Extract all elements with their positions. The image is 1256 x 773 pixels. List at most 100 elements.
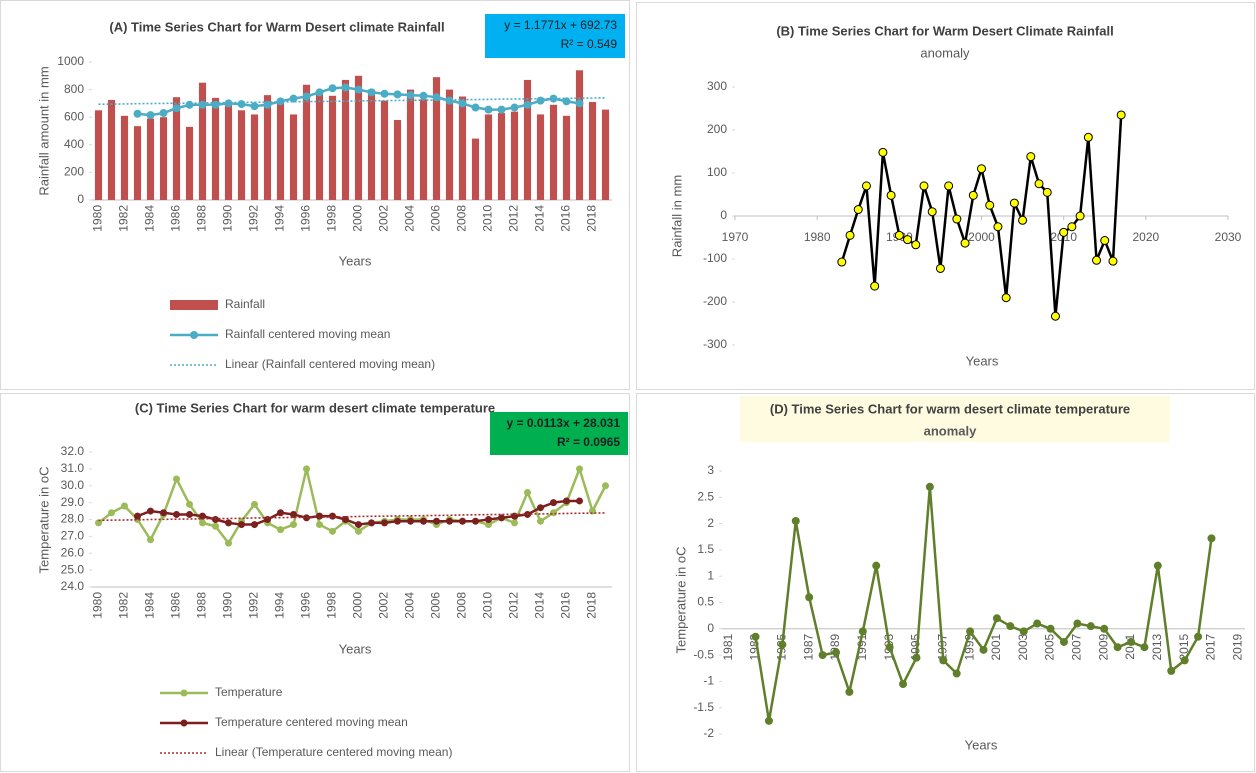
bar: [133, 126, 142, 200]
marker: [1100, 236, 1110, 246]
marker: [134, 512, 141, 520]
marker: [911, 240, 921, 250]
marker: [878, 147, 888, 157]
equation-text: y = 1.1771x + 692.73: [504, 18, 617, 32]
marker: [903, 235, 913, 245]
marker: [277, 526, 284, 534]
marker: [919, 181, 929, 191]
y-tick-label: -0.5: [693, 647, 714, 661]
legend-marker: [180, 689, 188, 697]
panel: [636, 2, 1255, 390]
marker: [966, 627, 975, 636]
chart-subtitle: anomaly: [924, 423, 978, 438]
marker: [872, 561, 881, 570]
y-tick-label: 2.5: [697, 489, 714, 503]
marker: [925, 482, 934, 491]
marker: [147, 507, 154, 515]
bar: [276, 103, 285, 200]
marker: [445, 96, 454, 105]
marker: [791, 516, 800, 525]
y-tick-label: 27.0: [61, 529, 85, 543]
legend-marker: [190, 331, 198, 339]
x-tick-label: 2006: [429, 205, 443, 232]
trend-line: [98, 512, 606, 522]
marker: [264, 516, 271, 523]
marker: [899, 680, 908, 689]
x-tick-label: 1996: [299, 592, 313, 619]
marker: [329, 527, 336, 535]
x-tick-label: 2017: [1204, 633, 1218, 660]
bar: [328, 95, 337, 200]
marker: [1127, 637, 1136, 646]
legend-marker: [180, 719, 188, 727]
equation-box: [490, 412, 628, 455]
marker: [289, 94, 298, 103]
marker: [212, 522, 219, 530]
x-tick-label: 1982: [117, 592, 131, 619]
y-tick-label: 1000: [57, 54, 84, 68]
marker: [1046, 624, 1055, 633]
x-tick-label: 1982: [117, 205, 131, 232]
bar: [471, 138, 480, 200]
marker: [329, 512, 336, 520]
marker: [1050, 311, 1060, 321]
y-tick-label: 300: [707, 79, 727, 93]
bar: [107, 99, 116, 200]
marker: [960, 238, 970, 248]
panel: [0, 0, 630, 390]
x-tick-label: 2000: [351, 592, 365, 619]
y-tick-label: 0: [707, 621, 714, 635]
x-tick-label: 1990: [221, 205, 235, 232]
marker: [173, 475, 180, 483]
marker: [199, 519, 206, 527]
marker: [524, 489, 531, 496]
y-tick-label: 200: [707, 122, 727, 136]
bar: [94, 110, 103, 200]
bar: [523, 79, 532, 200]
x-tick-label: 1986: [169, 592, 183, 619]
marker: [549, 94, 558, 103]
marker: [1059, 637, 1068, 646]
marker: [576, 465, 583, 473]
marker: [472, 517, 479, 525]
marker: [818, 651, 827, 660]
marker: [381, 519, 388, 527]
y-tick-label: -1: [703, 674, 714, 688]
marker: [912, 653, 921, 662]
marker: [173, 510, 180, 518]
marker: [979, 645, 988, 654]
x-tick-label: 2016: [559, 592, 573, 619]
marker: [1006, 622, 1015, 631]
marker: [355, 527, 362, 535]
x-tick-label: 1984: [143, 205, 157, 232]
bar: [289, 114, 298, 200]
marker: [225, 539, 232, 547]
marker: [160, 509, 167, 517]
x-tick-label: 2004: [403, 592, 417, 619]
y-tick-label: 0: [77, 192, 84, 206]
x-tick-label: 2008: [455, 592, 469, 619]
marker: [341, 83, 350, 92]
marker: [1034, 179, 1044, 189]
marker: [367, 88, 376, 97]
marker: [523, 100, 532, 109]
x-tick-label: 1988: [195, 592, 209, 619]
y-tick-label: 600: [64, 109, 84, 123]
x-tick-label: 1999: [962, 633, 976, 660]
marker: [263, 100, 272, 109]
y-tick-label: -200: [703, 294, 727, 308]
bar: [497, 113, 506, 200]
marker: [237, 100, 246, 109]
bar: [484, 114, 493, 200]
x-tick-label: 2018: [585, 205, 599, 232]
marker: [315, 88, 324, 97]
marker: [985, 200, 995, 210]
y-tick-label: 0.5: [697, 595, 714, 609]
y-tick-label: -2: [703, 726, 714, 740]
y-tick-label: 32.0: [61, 444, 85, 458]
x-tick-label: 1992: [247, 205, 261, 232]
marker: [108, 509, 115, 517]
y-tick-label: -300: [703, 337, 727, 351]
marker: [407, 517, 414, 525]
